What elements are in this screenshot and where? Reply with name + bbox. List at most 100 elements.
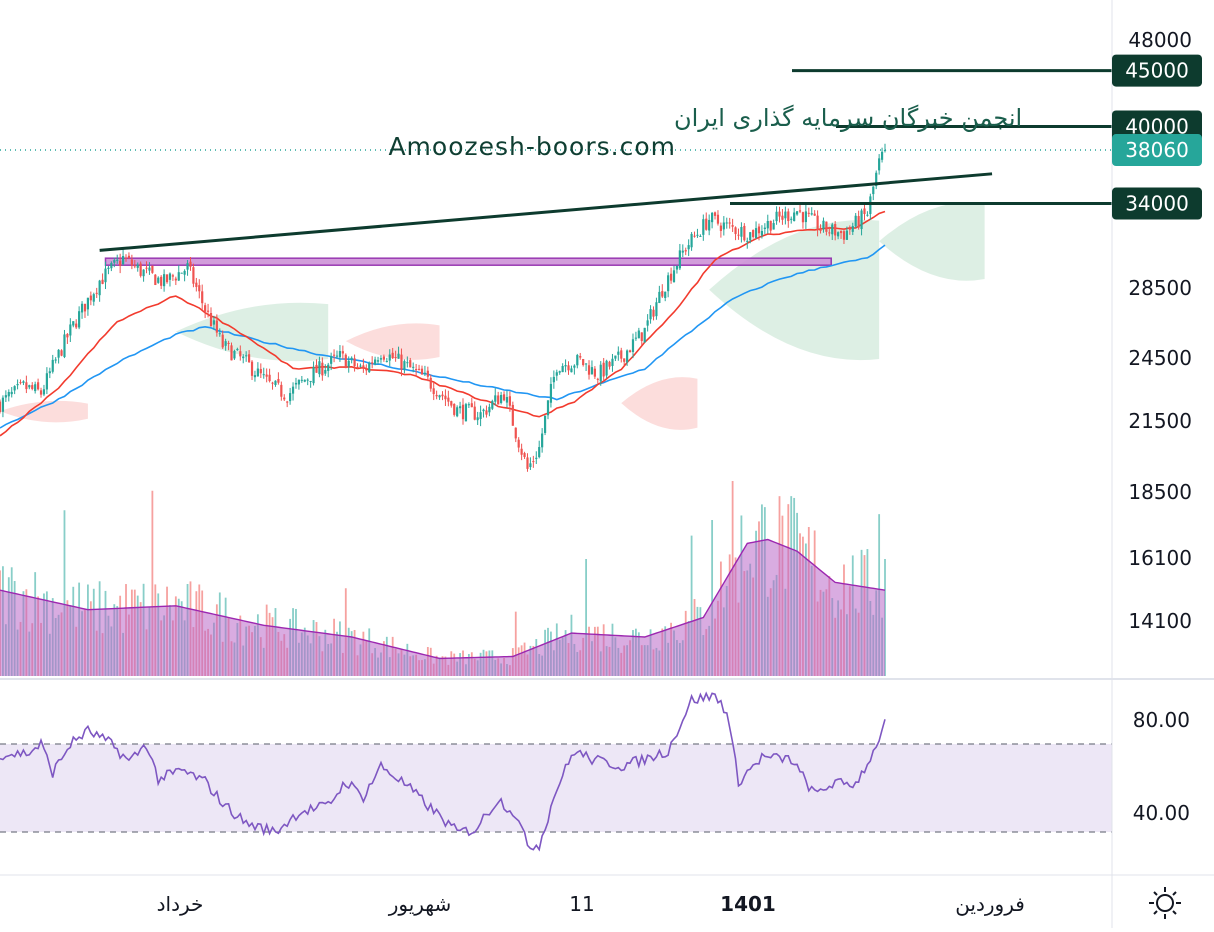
candle-body — [614, 355, 617, 359]
candle-body — [772, 223, 775, 230]
candle-body — [535, 457, 538, 459]
candle-body — [491, 400, 494, 409]
candle-body — [192, 267, 195, 284]
candle-body — [637, 330, 640, 339]
candle-body — [253, 375, 257, 378]
candle-body — [447, 397, 450, 402]
candle-body — [878, 158, 881, 171]
candle-body — [183, 270, 186, 275]
candle-body — [731, 225, 734, 227]
candle-body — [801, 212, 805, 223]
candle-body — [227, 342, 230, 344]
candle-body — [429, 377, 432, 389]
candle-body — [165, 274, 169, 283]
candle-body — [502, 394, 506, 401]
candle-body — [51, 359, 54, 372]
candle-body — [224, 341, 227, 346]
cloud-segment — [709, 219, 880, 361]
candle-body — [382, 356, 385, 360]
candle-body — [409, 360, 412, 368]
candle-body — [34, 384, 37, 392]
candle-body — [599, 364, 602, 382]
candle-body — [590, 367, 594, 375]
candle-body — [157, 277, 160, 283]
candle-body — [312, 366, 315, 384]
candle-body — [10, 391, 13, 395]
candle-body — [230, 345, 233, 361]
candle-body — [752, 230, 755, 237]
candle-body — [643, 327, 646, 343]
candle-body — [793, 212, 796, 222]
candle-body — [209, 313, 213, 327]
rsi-line — [0, 691, 886, 852]
candle-body — [549, 383, 553, 403]
candle-body — [195, 282, 198, 287]
candle-body — [857, 216, 860, 228]
price-axis[interactable]: 48000 28500 24500 21500 18500 16100 14100 80.00… — [1112, 28, 1202, 825]
candle-body — [163, 274, 166, 287]
candle-body — [517, 439, 520, 448]
candle-body — [309, 380, 312, 382]
candle-body — [110, 262, 113, 269]
rsi-band — [0, 744, 1112, 832]
rsi-group — [0, 691, 886, 852]
candle-body — [464, 404, 468, 422]
candle-body — [86, 297, 90, 310]
candle-body — [532, 461, 535, 463]
candle-body — [593, 368, 596, 377]
candle-body — [523, 453, 526, 457]
candle-body — [626, 350, 629, 363]
candle-body — [564, 365, 567, 367]
candle-body — [716, 214, 720, 224]
candle-body — [133, 265, 136, 267]
candle-body — [127, 255, 131, 258]
candle-body — [391, 352, 394, 359]
candle-body — [415, 368, 418, 370]
candle-body — [63, 334, 66, 358]
time-axis[interactable]: خرداد شهریور 11 1401 فروردین — [157, 892, 1025, 916]
candle-body — [675, 265, 679, 270]
candle-body — [713, 212, 717, 216]
candle-body — [804, 211, 807, 223]
candle-body — [749, 232, 752, 241]
candle-body — [36, 382, 40, 390]
candle-body — [113, 260, 116, 263]
candle-body — [708, 219, 711, 231]
candle-body — [608, 361, 611, 367]
candle-body — [722, 222, 725, 230]
candle-body — [119, 260, 122, 266]
level-tag: 34000 — [1125, 192, 1189, 216]
candles-group — [0, 143, 887, 472]
candle-body — [725, 222, 728, 224]
candle-body — [1, 397, 5, 412]
rsi-band-group — [0, 743, 1112, 833]
candle-body — [289, 393, 292, 402]
candle-body — [344, 354, 347, 369]
volume-bar — [151, 490, 154, 676]
candle-body — [450, 401, 453, 406]
candle-body — [350, 357, 353, 360]
candle-body — [828, 232, 831, 234]
sun-icon[interactable] — [1149, 887, 1181, 919]
support-zone — [104, 257, 832, 266]
candle-body — [151, 265, 154, 273]
trendline — [99, 172, 993, 252]
candle-body — [505, 397, 509, 403]
candle-body — [332, 354, 336, 356]
candle-body — [60, 350, 63, 356]
candle-body — [860, 210, 863, 230]
candle-body — [596, 378, 599, 380]
candle-body — [737, 234, 740, 236]
candle-body — [787, 211, 790, 222]
support-zone-group — [104, 257, 832, 266]
candle-body — [412, 366, 415, 368]
candle-body — [371, 362, 374, 364]
candle-body — [22, 381, 25, 383]
candle-body — [80, 303, 84, 313]
candle-body — [385, 360, 388, 362]
candle-body — [579, 356, 582, 358]
candle-body — [476, 417, 479, 421]
candle-body — [420, 368, 424, 375]
